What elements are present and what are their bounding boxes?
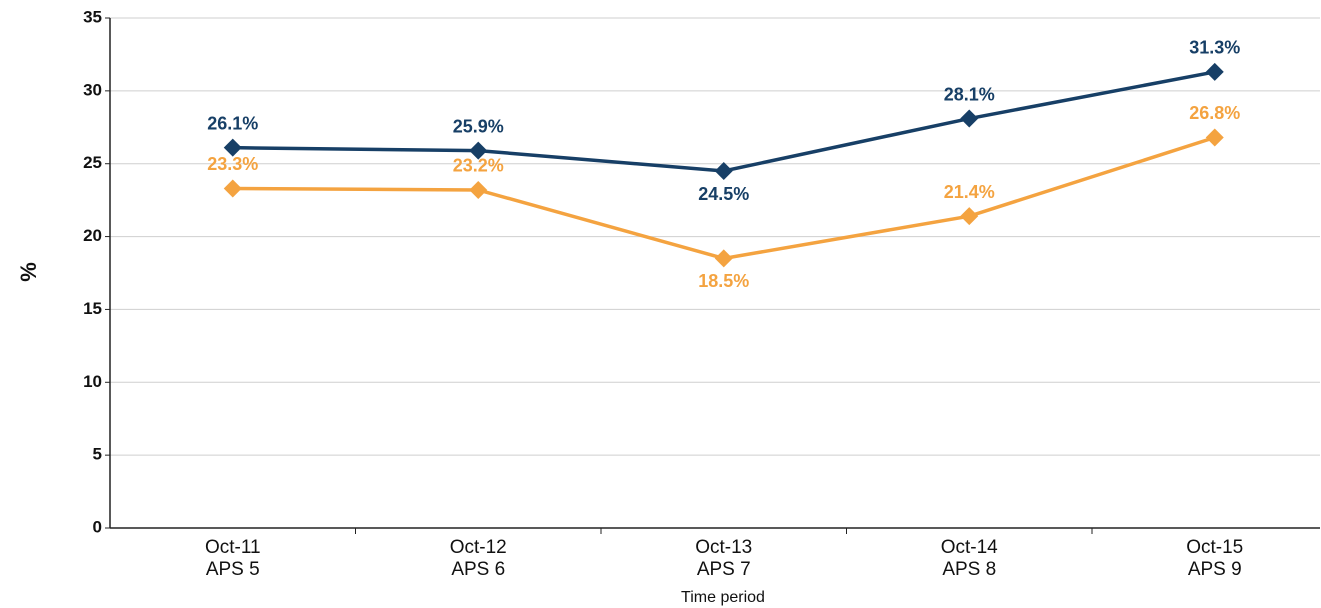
- data-label: 26.8%: [1189, 103, 1240, 123]
- y-tick-label: 15: [83, 299, 102, 318]
- data-label: 26.1%: [207, 113, 258, 133]
- y-tick-label: 25: [83, 153, 102, 172]
- x-tick-label: APS 8: [942, 559, 996, 580]
- data-label: 28.1%: [944, 84, 995, 104]
- x-tick-label: Oct-11: [205, 537, 261, 558]
- x-tick-label: Oct-12: [450, 537, 507, 558]
- data-label: 21.4%: [944, 182, 995, 202]
- series-line: [232, 70, 1216, 173]
- y-tick-label: 0: [93, 517, 102, 536]
- x-tick-label: Oct-13: [695, 537, 752, 558]
- y-axis-label: %: [16, 262, 41, 282]
- marker: [714, 162, 733, 180]
- y-tick-label: 30: [83, 80, 102, 99]
- data-label: 23.3%: [207, 154, 258, 174]
- x-tick-label: APS 9: [1188, 559, 1242, 580]
- x-tick-label: APS 7: [697, 559, 751, 580]
- data-label: 25.9%: [453, 116, 504, 136]
- marker: [469, 141, 488, 160]
- x-tick-label: Oct-14: [941, 537, 998, 558]
- data-label: 18.5%: [698, 271, 749, 291]
- y-tick-label: 10: [83, 372, 102, 391]
- marker: [469, 180, 488, 199]
- x-tick-label: Oct-15: [1186, 537, 1243, 558]
- data-label: 24.5%: [698, 184, 749, 204]
- marker: [714, 249, 733, 268]
- marker: [960, 109, 979, 128]
- marker: [223, 138, 242, 157]
- data-label: 31.3%: [1189, 38, 1240, 58]
- y-tick-label: 5: [93, 445, 102, 464]
- marker: [1205, 128, 1224, 147]
- marker: [223, 179, 242, 198]
- marker: [960, 207, 979, 226]
- y-tick-label: 35: [83, 7, 102, 26]
- marker: [1205, 62, 1224, 81]
- x-tick-label: APS 5: [206, 559, 260, 580]
- data-label: 23.2%: [453, 156, 504, 176]
- x-axis-label: Time period: [681, 589, 765, 606]
- y-tick-label: 20: [83, 226, 102, 245]
- x-tick-label: APS 6: [451, 559, 505, 580]
